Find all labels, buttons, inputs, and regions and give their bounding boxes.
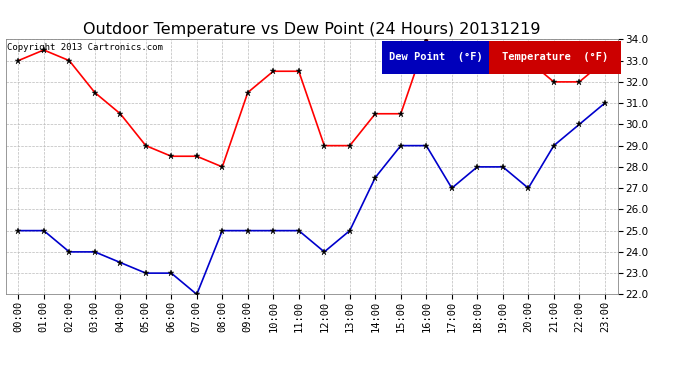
Text: Temperature  (°F): Temperature (°F) xyxy=(502,52,608,62)
Text: Dew Point  (°F): Dew Point (°F) xyxy=(388,52,482,62)
Bar xyxy=(382,40,489,74)
Title: Outdoor Temperature vs Dew Point (24 Hours) 20131219: Outdoor Temperature vs Dew Point (24 Hou… xyxy=(83,22,540,37)
Bar xyxy=(489,40,620,74)
Text: Copyright 2013 Cartronics.com: Copyright 2013 Cartronics.com xyxy=(7,43,163,52)
